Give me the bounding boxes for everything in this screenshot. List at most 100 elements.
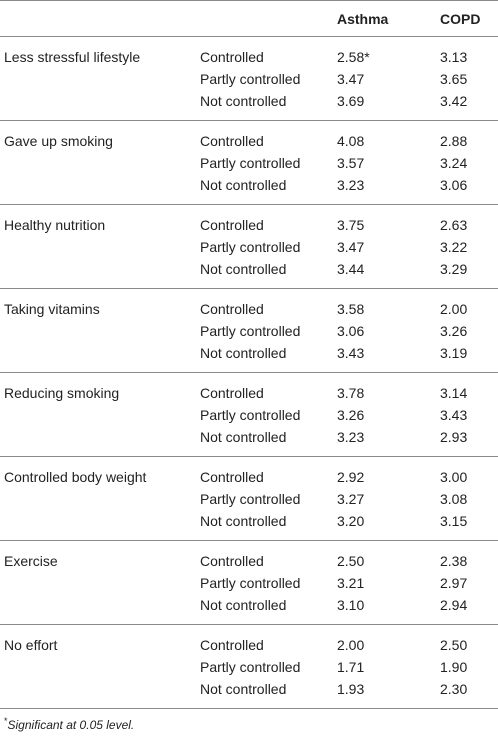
factor-label: Gave up smoking xyxy=(4,133,113,149)
asthma-value: 3.75 xyxy=(337,217,365,233)
table-row: Not controlled 3.69 3.42 xyxy=(0,90,498,121)
asthma-value: 3.20 xyxy=(337,513,365,529)
footnote: *Significant at 0.05 level. xyxy=(0,709,498,739)
table-row: Partly controlled 1.71 1.90 xyxy=(0,656,498,678)
factor-group: Less stressful lifestyle Controlled 2.58* 3… xyxy=(0,37,498,121)
copd-value: 3.26 xyxy=(440,323,468,339)
table-row: Partly controlled 3.47 3.22 xyxy=(0,236,498,258)
table-row: Partly controlled 3.57 3.24 xyxy=(0,152,498,174)
factor-group: Exercise Controlled 2.50 2.38 Partly control… xyxy=(0,541,498,625)
table-row: Reducing smoking Controlled 3.78 3.14 xyxy=(0,373,498,405)
asthma-value: 1.71 xyxy=(337,659,365,675)
asthma-value: 3.06 xyxy=(337,323,365,339)
factor-label: Healthy nutrition xyxy=(4,217,106,233)
control-level: Controlled xyxy=(200,385,264,401)
control-level: Controlled xyxy=(200,637,264,653)
factor-group: Controlled body weight Controlled 2.92 3.00… xyxy=(0,457,498,541)
copd-value: 2.30 xyxy=(440,681,468,697)
factor-group: Gave up smoking Controlled 4.08 2.88 Partly … xyxy=(0,121,498,205)
copd-value: 3.14 xyxy=(440,385,468,401)
asthma-value: 2.50 xyxy=(337,553,365,569)
table-row: Less stressful lifestyle Controlled 2.58* 3… xyxy=(0,37,498,69)
control-level: Partly controlled xyxy=(200,239,301,255)
copd-value: 2.63 xyxy=(440,217,468,233)
asthma-value: 2.92 xyxy=(337,469,365,485)
table-row: Healthy nutrition Controlled 3.75 2.63 xyxy=(0,205,498,237)
factor-label: Taking vitamins xyxy=(4,301,100,317)
control-level: Not controlled xyxy=(200,93,287,109)
table-row: No effort Controlled 2.00 2.50 xyxy=(0,625,498,657)
table-row: Partly controlled 3.26 3.43 xyxy=(0,404,498,426)
control-level: Controlled xyxy=(200,301,264,317)
asthma-value: 3.78 xyxy=(337,385,365,401)
table-row: Controlled body weight Controlled 2.92 3.00 xyxy=(0,457,498,489)
control-level: Not controlled xyxy=(200,261,287,277)
asthma-value: 1.93 xyxy=(337,681,365,697)
control-level: Not controlled xyxy=(200,429,287,445)
control-level: Not controlled xyxy=(200,345,287,361)
factor-group: Healthy nutrition Controlled 3.75 2.63 Partl… xyxy=(0,205,498,289)
copd-value: 3.42 xyxy=(440,93,468,109)
header-factor xyxy=(0,1,200,37)
table-row: Not controlled 3.20 3.15 xyxy=(0,510,498,541)
table-row: Not controlled 3.10 2.94 xyxy=(0,594,498,625)
table-row: Not controlled 3.43 3.19 xyxy=(0,342,498,373)
asthma-value: 3.21 xyxy=(337,575,365,591)
control-level: Partly controlled xyxy=(200,71,301,87)
control-level: Not controlled xyxy=(200,681,287,697)
asthma-value: 3.58 xyxy=(337,301,365,317)
footnote-text: Significant at 0.05 level. xyxy=(7,718,135,732)
table-row: Not controlled 3.44 3.29 xyxy=(0,258,498,289)
table-row: Taking vitamins Controlled 3.58 2.00 xyxy=(0,289,498,321)
asthma-value: 3.47 xyxy=(337,239,365,255)
factor-label: Less stressful lifestyle xyxy=(4,49,141,65)
header-row: Asthma COPD xyxy=(0,0,498,37)
control-level: Partly controlled xyxy=(200,491,301,507)
control-level: Controlled xyxy=(200,553,264,569)
copd-value: 3.65 xyxy=(440,71,468,87)
table-row: Not controlled 3.23 2.93 xyxy=(0,426,498,457)
control-level: Partly controlled xyxy=(200,155,301,171)
copd-value: 2.88 xyxy=(440,133,468,149)
copd-value: 3.29 xyxy=(440,261,468,277)
copd-value: 3.06 xyxy=(440,177,468,193)
asthma-value: 3.23 xyxy=(337,177,365,193)
copd-value: 3.00 xyxy=(440,469,468,485)
copd-value: 3.19 xyxy=(440,345,468,361)
copd-value: 2.93 xyxy=(440,429,468,445)
control-level: Partly controlled xyxy=(200,407,301,423)
table-row: Partly controlled 3.27 3.08 xyxy=(0,488,498,510)
copd-value: 2.00 xyxy=(440,301,468,317)
factor-group: Reducing smoking Controlled 3.78 3.14 Partly… xyxy=(0,373,498,457)
control-level: Controlled xyxy=(200,133,264,149)
copd-value: 3.22 xyxy=(440,239,468,255)
results-table: Asthma COPD Less stressful lifestyle Cont… xyxy=(0,0,498,709)
asthma-value: 3.44 xyxy=(337,261,365,277)
control-level: Partly controlled xyxy=(200,323,301,339)
header-level xyxy=(200,1,337,37)
copd-value: 3.08 xyxy=(440,491,468,507)
asthma-value: 3.26 xyxy=(337,407,365,423)
asthma-value: 2.00 xyxy=(337,637,365,653)
asthma-value: 3.27 xyxy=(337,491,365,507)
copd-value: 3.43 xyxy=(440,407,468,423)
table-row: Exercise Controlled 2.50 2.38 xyxy=(0,541,498,573)
asthma-value: 3.57 xyxy=(337,155,365,171)
header-asthma: Asthma xyxy=(337,10,389,27)
table-row: Partly controlled 3.47 3.65 xyxy=(0,68,498,90)
table-row: Gave up smoking Controlled 4.08 2.88 xyxy=(0,121,498,153)
control-level: Not controlled xyxy=(200,513,287,529)
copd-value: 3.13 xyxy=(440,49,468,65)
asthma-value: 3.47 xyxy=(337,71,365,87)
header-copd: COPD xyxy=(440,10,481,27)
asthma-value: 3.10 xyxy=(337,597,365,613)
control-level: Controlled xyxy=(200,469,264,485)
control-level: Controlled xyxy=(200,49,264,65)
table-row: Partly controlled 3.21 2.97 xyxy=(0,572,498,594)
asthma-value: 3.43 xyxy=(337,345,365,361)
asthma-value: 2.58* xyxy=(337,49,370,65)
copd-value: 2.97 xyxy=(440,575,468,591)
asthma-value: 3.23 xyxy=(337,429,365,445)
control-level: Not controlled xyxy=(200,177,287,193)
factor-label: Exercise xyxy=(4,553,58,569)
